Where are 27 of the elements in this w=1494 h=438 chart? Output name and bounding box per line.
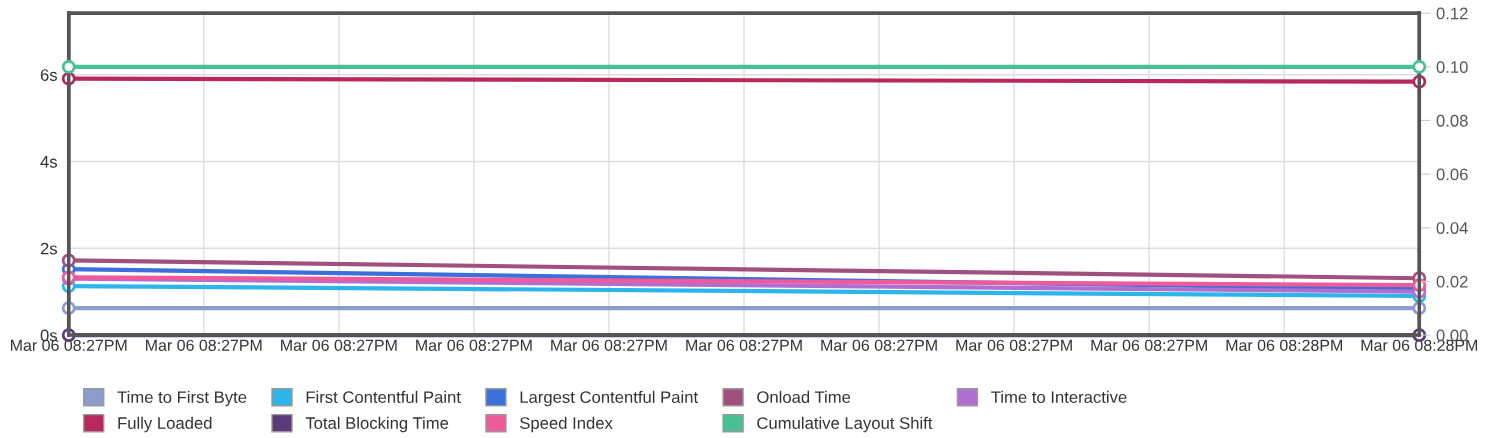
x-tick-label: Mar 06 08:27PM xyxy=(686,339,802,351)
x-tick-label: Mar 06 08:27PM xyxy=(146,339,262,351)
x-tick-label: Mar 06 08:28PM xyxy=(1226,339,1342,351)
legend-label: Largest Contentful Paint xyxy=(520,390,698,407)
x-tick-label: Mar 06 08:27PM xyxy=(416,339,532,351)
y2-tick-label: 0.08 xyxy=(1436,114,1468,127)
legend-label: Total Blocking Time xyxy=(305,416,449,433)
legend-label: Fully Loaded xyxy=(118,416,212,433)
x-tick-label: Mar 06 08:27PM xyxy=(551,339,667,351)
x-tick-label: Mar 06 08:27PM xyxy=(1091,339,1207,351)
y2-tick-label: 0.10 xyxy=(1436,61,1468,73)
y-tick-label: 6s xyxy=(40,69,58,81)
legend-label: Time to Interactive xyxy=(991,390,1127,404)
y2-tick-label: 0.02 xyxy=(1436,275,1468,288)
x-tick-label: Mar 06 08:27PM xyxy=(956,339,1072,351)
legend-label: Time to First Byte xyxy=(117,390,247,407)
y2-tick-label: 0.12 xyxy=(1436,7,1468,20)
y2-tick-label: 0.06 xyxy=(1436,168,1468,181)
legend-label: First Contentful Paint xyxy=(306,390,461,404)
y2-tick-label: 0.04 xyxy=(1436,222,1468,234)
legend-label: Cumulative Layout Shift xyxy=(757,416,933,433)
y-tick-label: 2s xyxy=(40,242,58,255)
legend-label: Speed Index xyxy=(520,416,613,433)
y-tick-label: 4s xyxy=(40,156,58,168)
x-tick-label: Mar 06 08:27PM xyxy=(821,339,937,351)
x-tick-label: Mar 06 08:27PM xyxy=(281,339,397,351)
legend-label: Onload Time xyxy=(757,390,851,404)
